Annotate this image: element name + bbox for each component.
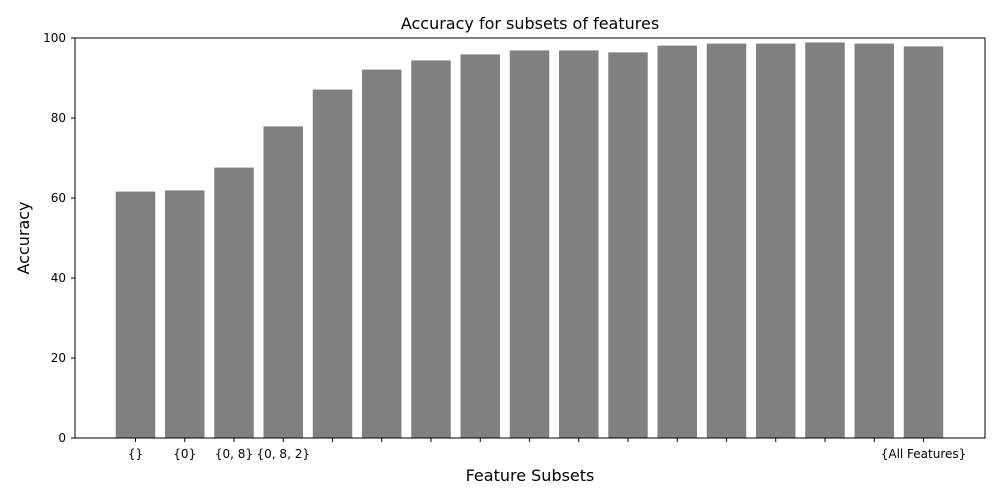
- bar: [805, 42, 845, 439]
- x-tick-label: {0, 8, 2}: [257, 447, 310, 461]
- y-tick-label: 20: [51, 351, 66, 365]
- bar: [411, 60, 451, 439]
- y-ticks-group: 0 20 40 60 80 100: [43, 31, 75, 445]
- x-ticks-group: {} {0} {0, 8} {0, 8, 2} {All Features}: [128, 438, 966, 461]
- x-tick-label: {All Features}: [881, 447, 967, 461]
- y-tick-label: 80: [51, 111, 66, 125]
- bar: [509, 50, 550, 439]
- bars-group: [115, 42, 944, 439]
- y-tick-label: 60: [51, 191, 66, 205]
- x-tick-label: {}: [128, 447, 143, 461]
- chart-title: Accuracy for subsets of features: [401, 14, 659, 33]
- bar: [903, 46, 944, 439]
- bar: [214, 167, 254, 438]
- bar: [362, 69, 402, 438]
- y-tick-label: 100: [43, 31, 66, 45]
- y-tick-label: 0: [58, 431, 66, 445]
- bar: [263, 126, 303, 439]
- y-axis-label: Accuracy: [14, 201, 33, 274]
- bar: [657, 45, 697, 438]
- bar: [559, 50, 599, 439]
- x-axis-label: Feature Subsets: [466, 466, 595, 485]
- bar: [165, 190, 205, 438]
- plot-frame: [74, 37, 986, 439]
- bar: [608, 52, 648, 439]
- bar: [312, 89, 353, 438]
- bar: [706, 43, 747, 438]
- bar: [115, 191, 156, 438]
- bar: [854, 43, 894, 438]
- y-tick-label: 40: [51, 271, 66, 285]
- bar: [460, 54, 500, 439]
- x-tick-label: {0, 8}: [215, 447, 253, 461]
- bar: [756, 43, 796, 438]
- x-tick-label: {0}: [173, 447, 196, 461]
